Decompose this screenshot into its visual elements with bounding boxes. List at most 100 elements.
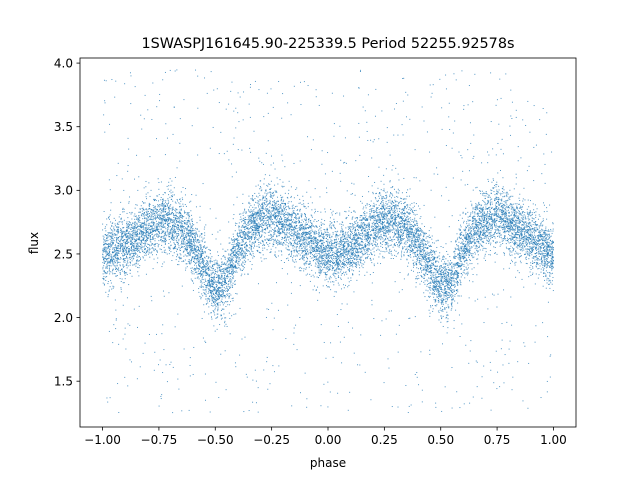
data-point xyxy=(506,218,508,220)
data-point xyxy=(277,255,279,257)
data-point xyxy=(157,246,159,248)
data-point xyxy=(438,291,440,293)
data-point xyxy=(262,230,264,232)
data-point xyxy=(495,350,497,352)
data-point xyxy=(511,227,513,229)
data-point xyxy=(349,237,351,239)
data-point xyxy=(302,234,304,236)
data-point xyxy=(515,236,517,238)
data-point xyxy=(230,301,232,303)
data-point xyxy=(366,234,368,236)
data-point xyxy=(366,233,368,235)
data-point xyxy=(484,233,486,235)
data-point xyxy=(298,220,300,222)
data-point xyxy=(297,219,299,221)
data-point xyxy=(374,232,376,234)
data-point xyxy=(147,224,149,226)
data-point xyxy=(199,272,201,274)
data-point xyxy=(478,246,480,248)
data-point xyxy=(362,228,364,230)
data-point xyxy=(536,246,538,248)
data-point xyxy=(552,249,554,251)
data-point xyxy=(413,232,415,234)
data-point xyxy=(259,160,261,162)
data-point xyxy=(374,181,376,183)
data-point xyxy=(374,234,376,236)
data-point xyxy=(434,293,436,295)
data-point xyxy=(320,221,322,223)
data-point xyxy=(245,232,247,234)
data-point xyxy=(418,236,420,238)
data-point xyxy=(482,229,484,231)
data-point xyxy=(256,223,258,225)
data-point xyxy=(291,252,293,254)
data-point xyxy=(258,211,260,213)
data-point xyxy=(136,256,138,258)
data-point xyxy=(152,204,154,206)
data-point xyxy=(349,258,351,260)
data-point xyxy=(499,230,501,232)
data-point xyxy=(138,228,140,230)
data-point xyxy=(516,242,518,244)
data-point xyxy=(549,287,551,289)
data-point xyxy=(175,259,177,261)
data-point xyxy=(370,139,372,141)
data-point xyxy=(301,240,303,242)
data-point xyxy=(184,223,186,225)
data-point xyxy=(441,272,443,274)
data-point xyxy=(233,250,235,252)
data-point xyxy=(396,204,398,206)
data-point xyxy=(345,254,347,256)
data-point xyxy=(531,231,533,233)
data-point xyxy=(154,207,156,209)
data-point xyxy=(275,230,277,232)
data-point xyxy=(165,208,167,210)
data-point xyxy=(265,224,267,226)
data-point xyxy=(448,262,450,264)
data-point xyxy=(469,240,471,242)
data-point xyxy=(519,223,521,225)
data-point xyxy=(168,220,170,222)
data-point xyxy=(542,239,544,241)
data-point xyxy=(159,93,161,95)
data-point xyxy=(207,272,209,274)
data-point xyxy=(545,226,547,228)
data-point xyxy=(403,227,405,229)
data-point xyxy=(376,212,378,214)
data-point xyxy=(513,217,515,219)
data-point xyxy=(345,231,347,233)
data-point xyxy=(316,266,318,268)
data-point xyxy=(360,248,362,250)
data-point xyxy=(491,201,493,203)
data-point xyxy=(128,284,130,286)
data-point xyxy=(357,251,359,253)
data-point xyxy=(463,222,464,224)
data-point xyxy=(247,215,249,217)
data-point xyxy=(302,229,304,231)
data-point xyxy=(290,292,292,294)
data-point xyxy=(533,237,535,239)
data-point xyxy=(476,238,478,240)
data-point xyxy=(239,268,241,270)
data-point xyxy=(278,230,280,232)
data-point xyxy=(227,258,229,260)
data-point xyxy=(134,251,136,253)
data-point xyxy=(304,232,306,234)
data-point xyxy=(231,81,233,83)
data-point xyxy=(418,255,420,257)
data-point xyxy=(528,241,530,243)
data-point xyxy=(456,264,458,266)
data-point xyxy=(411,243,413,245)
data-point xyxy=(257,239,259,241)
data-point xyxy=(234,267,236,269)
data-point xyxy=(517,160,519,162)
data-point xyxy=(105,276,107,278)
data-point xyxy=(279,218,281,220)
data-point xyxy=(490,212,492,214)
data-point xyxy=(450,241,452,243)
data-point xyxy=(428,286,430,288)
data-point xyxy=(514,203,516,205)
data-point xyxy=(252,216,254,218)
data-point xyxy=(171,227,173,229)
data-point xyxy=(450,262,452,264)
